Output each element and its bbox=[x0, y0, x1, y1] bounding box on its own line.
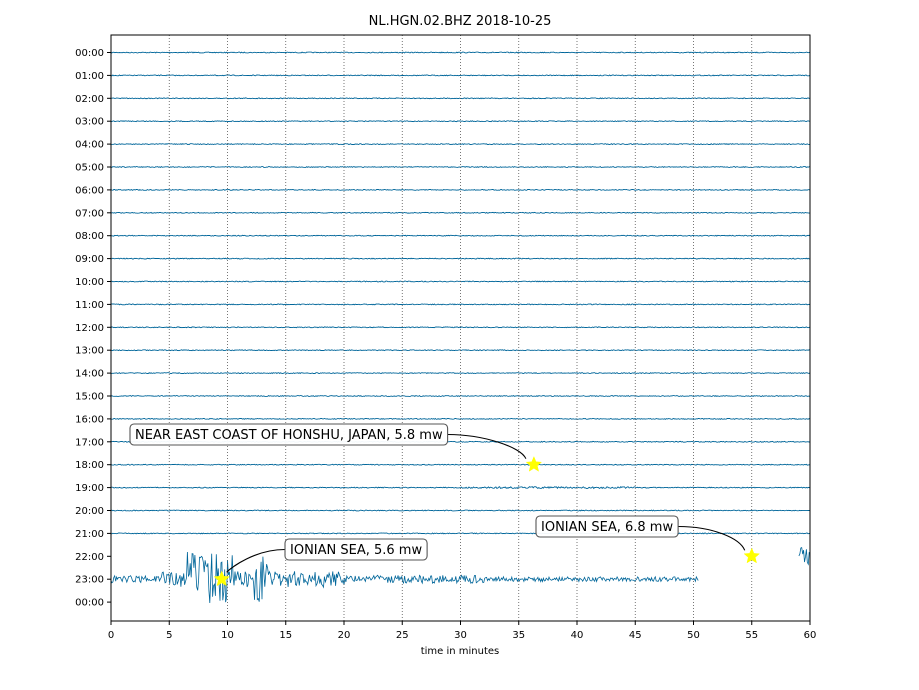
x-axis: 0 5 10 15 20 25 30 35 40 45 50 55 60 bbox=[108, 621, 817, 641]
annotation-box bbox=[284, 538, 428, 561]
event-annotation: NEAR EAST COAST OF HONSHU, JAPAN, 5.8 mw bbox=[129, 423, 527, 459]
x-tick-label: 25 bbox=[396, 630, 409, 641]
y-tick-label: 05:00 bbox=[75, 163, 104, 174]
trace-01 bbox=[111, 74, 810, 77]
y-tick-label: 11:00 bbox=[75, 300, 104, 311]
x-tick-label: 10 bbox=[221, 630, 234, 641]
x-tick-label: 55 bbox=[745, 630, 758, 641]
annotation-box bbox=[535, 515, 679, 538]
y-tick-label: 01:00 bbox=[75, 71, 104, 82]
trace-19 bbox=[111, 486, 810, 490]
y-tick-label: 20:00 bbox=[75, 506, 104, 517]
annotation-label: IONIAN SEA, 6.8 mw bbox=[541, 520, 673, 535]
x-tick-label: 40 bbox=[571, 630, 584, 641]
y-tick-label: 07:00 bbox=[75, 208, 104, 219]
chart-title: NL.HGN.02.BHZ 2018-10-25 bbox=[369, 14, 552, 29]
x-tick-label: 35 bbox=[512, 630, 525, 641]
x-tick-label: 0 bbox=[108, 630, 114, 641]
event-annotations: NEAR EAST COAST OF HONSHU, JAPAN, 5.8 mw… bbox=[129, 423, 746, 573]
x-tick-label: 50 bbox=[687, 630, 700, 641]
y-tick-label: 23:00 bbox=[75, 575, 104, 586]
event-marker bbox=[213, 570, 230, 587]
trace-16 bbox=[111, 417, 810, 420]
annotation-connector bbox=[447, 433, 527, 459]
x-tick-label: 60 bbox=[804, 630, 817, 641]
y-tick-label: 06:00 bbox=[75, 185, 104, 196]
y-tick-label: 00:00 bbox=[75, 48, 104, 59]
event-marker bbox=[743, 547, 761, 564]
trace-06 bbox=[111, 188, 810, 191]
trace-00 bbox=[111, 51, 810, 54]
y-tick-label: 16:00 bbox=[75, 414, 104, 425]
y-tick-label: 19:00 bbox=[75, 483, 104, 494]
event-annotation: IONIAN SEA, 5.6 mw bbox=[226, 538, 428, 573]
annotation-box bbox=[129, 423, 449, 446]
annotation-connector bbox=[678, 525, 746, 551]
y-tick-label: 13:00 bbox=[75, 346, 104, 357]
x-tick-label: 30 bbox=[454, 630, 467, 641]
trace-11 bbox=[111, 303, 810, 306]
trace-20 bbox=[111, 509, 810, 512]
y-tick-label: 03:00 bbox=[75, 117, 104, 128]
trace-23 bbox=[111, 551, 699, 604]
trace-12 bbox=[111, 326, 810, 329]
trace-22 bbox=[798, 547, 810, 566]
annotation-label: NEAR EAST COAST OF HONSHU, JAPAN, 5.8 mw bbox=[135, 428, 443, 443]
annotation-connector bbox=[226, 548, 286, 573]
y-axis: 00:00 01:00 02:00 03:00 04:00 05:00 06:00 07:00… bbox=[75, 48, 111, 609]
x-tick-label: 20 bbox=[338, 630, 351, 641]
y-tick-label: 09:00 bbox=[75, 254, 104, 265]
event-annotation: IONIAN SEA, 6.8 mw bbox=[535, 515, 746, 551]
trace-08 bbox=[111, 234, 810, 237]
event-marker bbox=[525, 456, 543, 472]
trace-03 bbox=[111, 120, 810, 123]
trace-14 bbox=[111, 372, 810, 375]
y-tick-label: 22:00 bbox=[75, 552, 104, 563]
y-tick-label: 04:00 bbox=[75, 140, 104, 151]
x-tick-label: 15 bbox=[279, 630, 292, 641]
trace-09 bbox=[111, 257, 810, 260]
y-tick-label: 08:00 bbox=[75, 231, 104, 242]
y-tick-label: 02:00 bbox=[75, 94, 104, 105]
y-tick-label: 00:00 bbox=[75, 598, 104, 609]
x-axis-label: time in minutes bbox=[421, 646, 500, 657]
y-tick-label: 18:00 bbox=[75, 460, 104, 471]
annotation-label: IONIAN SEA, 5.6 mw bbox=[290, 543, 422, 558]
y-tick-label: 15:00 bbox=[75, 392, 104, 403]
y-tick-label: 12:00 bbox=[75, 323, 104, 334]
x-tick-label: 5 bbox=[166, 630, 172, 641]
y-tick-label: 10:00 bbox=[75, 277, 104, 288]
y-tick-label: 21:00 bbox=[75, 529, 104, 540]
event-markers bbox=[213, 456, 761, 587]
y-tick-label: 17:00 bbox=[75, 437, 104, 448]
y-tick-label: 14:00 bbox=[75, 369, 104, 380]
x-tick-label: 45 bbox=[629, 630, 642, 641]
